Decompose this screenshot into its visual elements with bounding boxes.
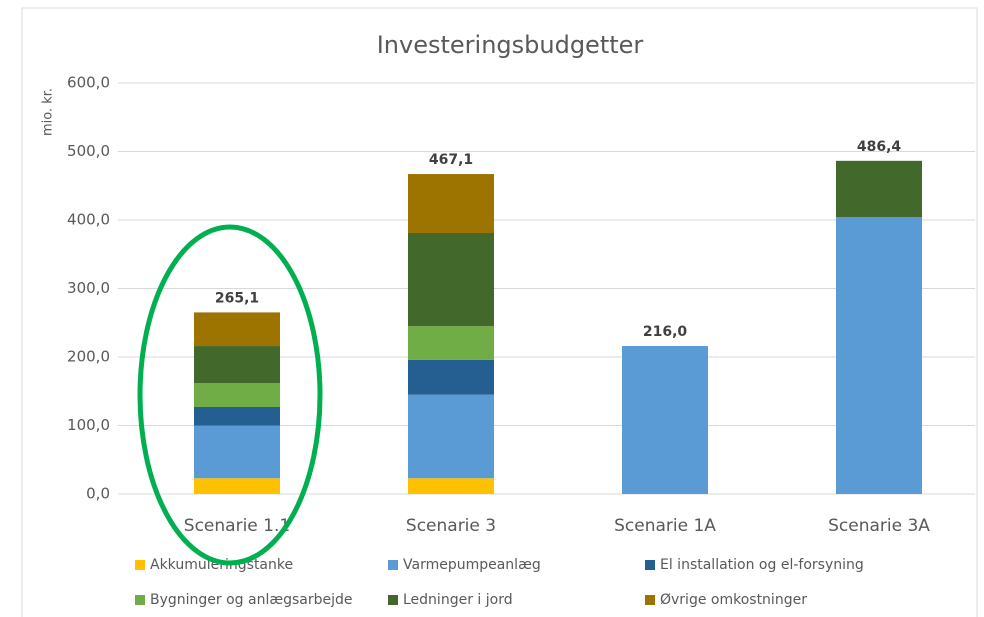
chart-border (21, 7, 978, 617)
legend-label: Varmepumpeanlæg (403, 557, 541, 573)
legend-label: El installation og el-forsyning (660, 557, 864, 573)
legend-swatch (645, 560, 655, 570)
y-axis-label: mio. kr. (41, 88, 56, 136)
bar-segment (194, 312, 280, 347)
x-tick-label: Scenarie 1A (614, 516, 716, 536)
total-label: 216,0 (643, 324, 688, 340)
y-tick-label: 100,0 (67, 416, 110, 434)
bar-segment (194, 425, 280, 479)
bar-segment (194, 383, 280, 408)
y-tick-label: 600,0 (67, 74, 110, 92)
legend-label: Akkumuleringstanke (150, 557, 293, 573)
x-tick-label: Scenarie 3A (828, 516, 930, 536)
plot: 0,0 100,0 200,0 300,0 400,0 500,0 600,0 265,1 Sc… (67, 74, 975, 608)
y-tick-label: 300,0 (67, 279, 110, 297)
bar-segment (408, 478, 494, 494)
total-label: 265,1 (215, 290, 259, 306)
legend-label: Bygninger og anlægsarbejde (150, 592, 353, 608)
y-tick-label: 400,0 (67, 211, 110, 229)
y-tick-label: 200,0 (67, 348, 110, 366)
bar-segment (194, 478, 280, 494)
total-label: 486,4 (857, 139, 902, 155)
legend-label: Ledninger i jord (403, 592, 513, 608)
bar-segment (408, 326, 494, 360)
bar-segment (622, 346, 708, 494)
bar-segment (836, 160, 922, 218)
legend-swatch (388, 560, 398, 570)
bar-segment (408, 394, 494, 479)
legend-swatch (388, 595, 398, 605)
legend-swatch (645, 595, 655, 605)
bar-segment (408, 359, 494, 395)
x-tick-label: Scenarie 3 (406, 516, 496, 536)
bar-segment (836, 217, 922, 494)
chart-title: Investeringsbudgetter (377, 31, 644, 59)
bar-segment (408, 174, 494, 234)
total-label: 467,1 (429, 152, 473, 168)
bar-segment (408, 233, 494, 327)
legend-swatch (135, 595, 145, 605)
legend-swatch (135, 560, 145, 570)
highlight-ellipse (137, 224, 323, 566)
bar-segment (194, 346, 280, 384)
x-tick-label: Scenarie 1.1 (184, 516, 290, 536)
bar-segment (194, 407, 280, 426)
legend-label: Øvrige omkostninger (660, 592, 807, 608)
y-tick-label: 0,0 (86, 485, 110, 503)
y-tick-label: 500,0 (67, 142, 110, 160)
